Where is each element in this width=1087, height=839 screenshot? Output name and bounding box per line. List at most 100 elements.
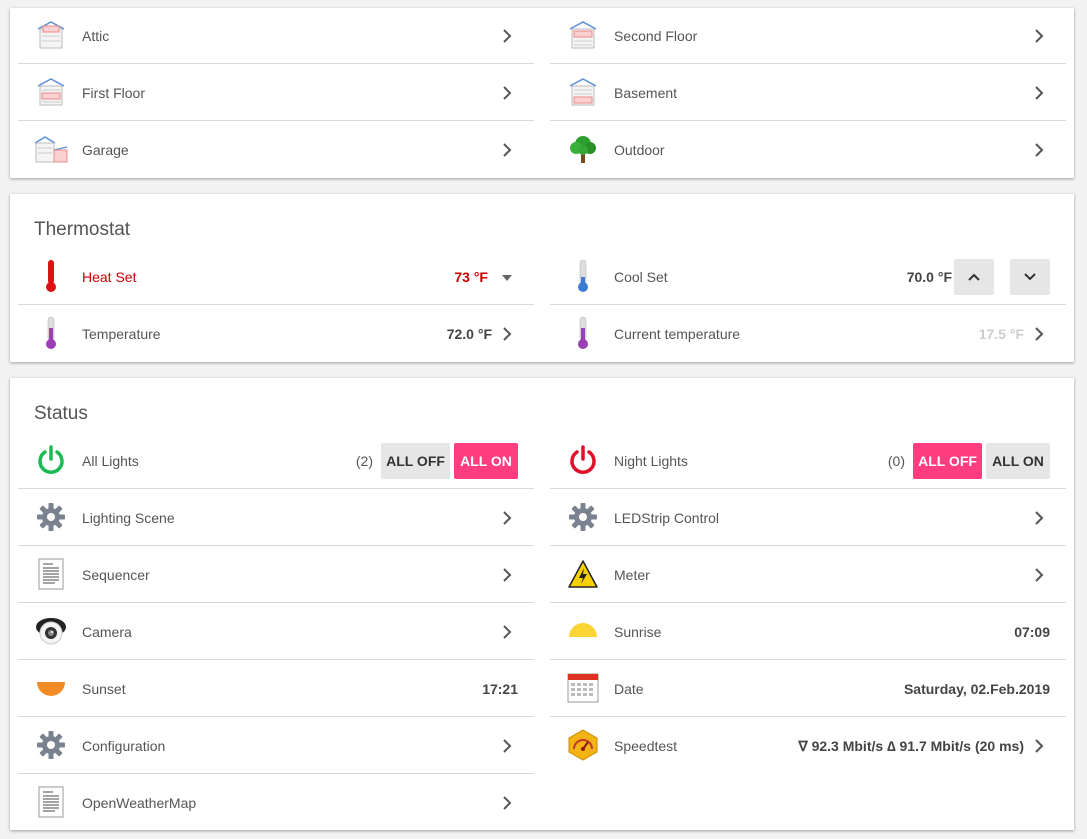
floors-card: Attic Second Floor First Floor Basement … [10,8,1074,178]
increase-button[interactable] [954,259,994,295]
speedtest-row[interactable]: Speedtest ∇ 92.3 Mbit/s ∆ 91.7 Mbit/s (2… [550,718,1066,774]
lighting-scene-row[interactable]: Lighting Scene [18,490,534,546]
all-on-button[interactable]: ALL ON [454,443,518,479]
meter-label: Meter [614,567,650,583]
sunrise-icon [566,614,600,648]
cool-set-value: 70.0 °F [906,269,952,285]
chevron-right-icon[interactable] [498,325,516,343]
temperature-row[interactable]: Temperature 72.0 °F [18,306,534,362]
date-label: Date [614,681,644,697]
speedtest-label: Speedtest [614,738,678,754]
meter-row[interactable]: Meter [550,547,1066,603]
chevron-right-icon[interactable] [498,566,516,584]
current-temperature-row[interactable]: Current temperature 17.5 °F [550,306,1066,362]
all-lights-label: All Lights [82,453,139,469]
floor-item-first-floor[interactable]: First Floor [18,65,534,121]
camera-label: Camera [82,624,132,640]
all-lights-row: All Lights (2) ALL OFF ALL ON [18,433,534,489]
configuration-label: Configuration [82,738,166,754]
sunset-value: 17:21 [482,681,518,697]
tree-icon [566,132,600,166]
temperature-value: 72.0 °F [446,326,492,342]
chevron-right-icon[interactable] [1030,509,1048,527]
current-temperature-label: Current temperature [614,326,741,342]
ledstrip-control-row[interactable]: LEDStrip Control [550,490,1066,546]
floor-item-attic[interactable]: Attic [18,8,534,64]
sequencer-label: Sequencer [82,567,150,583]
status-card: Status All Lights (2) ALL OFF ALL ON Nig… [10,378,1074,830]
chevron-down-icon [1024,273,1036,281]
card-title: Status [34,403,88,424]
thermometer-icon [566,316,600,350]
floor-item-second-floor[interactable]: Second Floor [550,8,1066,64]
floor-label: First Floor [82,85,145,101]
openweathermap-row[interactable]: OpenWeatherMap [18,775,534,831]
speedometer-icon [566,728,600,762]
chevron-right-icon[interactable] [1030,27,1048,45]
current-temperature-value: 17.5 °F [978,326,1024,342]
chevron-right-icon[interactable] [498,27,516,45]
chevron-right-icon[interactable] [1030,566,1048,584]
floor-label: Second Floor [614,28,698,44]
garage-icon [34,132,68,166]
chevron-right-icon[interactable] [498,509,516,527]
sunrise-row: Sunrise 07:09 [550,604,1066,660]
document-icon [34,785,68,819]
date-row: Date Saturday, 02.Feb.2019 [550,661,1066,717]
dropdown-arrow-icon[interactable] [502,275,512,281]
chevron-right-icon[interactable] [498,623,516,641]
heat-set-label: Heat Set [82,269,137,285]
sunset-icon [34,671,68,705]
date-value: Saturday, 02.Feb.2019 [903,681,1050,697]
gear-icon [34,500,68,534]
sunset-row: Sunset 17:21 [18,661,534,717]
cool-set-label: Cool Set [614,269,668,285]
high-voltage-warning-icon [566,557,600,591]
chevron-right-icon[interactable] [498,737,516,755]
power-off-icon [566,443,600,477]
cool-set-row: Cool Set 70.0 °F [550,249,1066,305]
lighting-scene-label: Lighting Scene [82,510,175,526]
sunrise-value: 07:09 [1014,624,1050,640]
floor-item-outdoor[interactable]: Outdoor [550,122,1066,178]
power-on-icon [34,443,68,477]
floor-label: Outdoor [614,142,665,158]
first-floor-house-icon [34,75,68,109]
heat-set-row[interactable]: Heat Set 73 °F [18,249,534,305]
floor-item-basement[interactable]: Basement [550,65,1066,121]
chevron-up-icon [968,273,980,281]
attic-house-icon [34,18,68,52]
all-on-button[interactable]: ALL ON [986,443,1050,479]
all-off-button[interactable]: ALL OFF [913,443,982,479]
thermometer-hot-icon [34,259,68,293]
gear-icon [566,500,600,534]
floor-label: Basement [614,85,678,101]
calendar-icon [566,671,600,705]
card-title: Thermostat [34,219,131,240]
camera-row[interactable]: Camera [18,604,534,660]
sunset-label: Sunset [82,681,126,697]
chevron-right-icon[interactable] [498,794,516,812]
all-off-button[interactable]: ALL OFF [381,443,450,479]
document-icon [34,557,68,591]
sequencer-row[interactable]: Sequencer [18,547,534,603]
chevron-right-icon[interactable] [498,141,516,159]
temperature-label: Temperature [82,326,161,342]
chevron-right-icon[interactable] [1030,141,1048,159]
openweathermap-label: OpenWeatherMap [82,795,197,811]
night-lights-row: Night Lights (0) ALL OFF ALL ON [550,433,1066,489]
thermostat-card: Thermostat Heat Set 73 °F Cool Set 70.0 … [10,194,1074,362]
decrease-button[interactable] [1010,259,1050,295]
chevron-right-icon[interactable] [1030,737,1048,755]
night-lights-label: Night Lights [614,453,688,469]
heat-set-value: 73 °F [454,269,488,285]
configuration-row[interactable]: Configuration [18,718,534,774]
chevron-right-icon[interactable] [1030,325,1048,343]
gear-icon [34,728,68,762]
speedtest-value: ∇ 92.3 Mbit/s ∆ 91.7 Mbit/s (20 ms) [798,738,1024,754]
chevron-right-icon[interactable] [1030,84,1048,102]
ledstrip-control-label: LEDStrip Control [614,510,720,526]
thermometer-cool-icon [566,259,600,293]
floor-item-garage[interactable]: Garage [18,122,534,178]
chevron-right-icon[interactable] [498,84,516,102]
